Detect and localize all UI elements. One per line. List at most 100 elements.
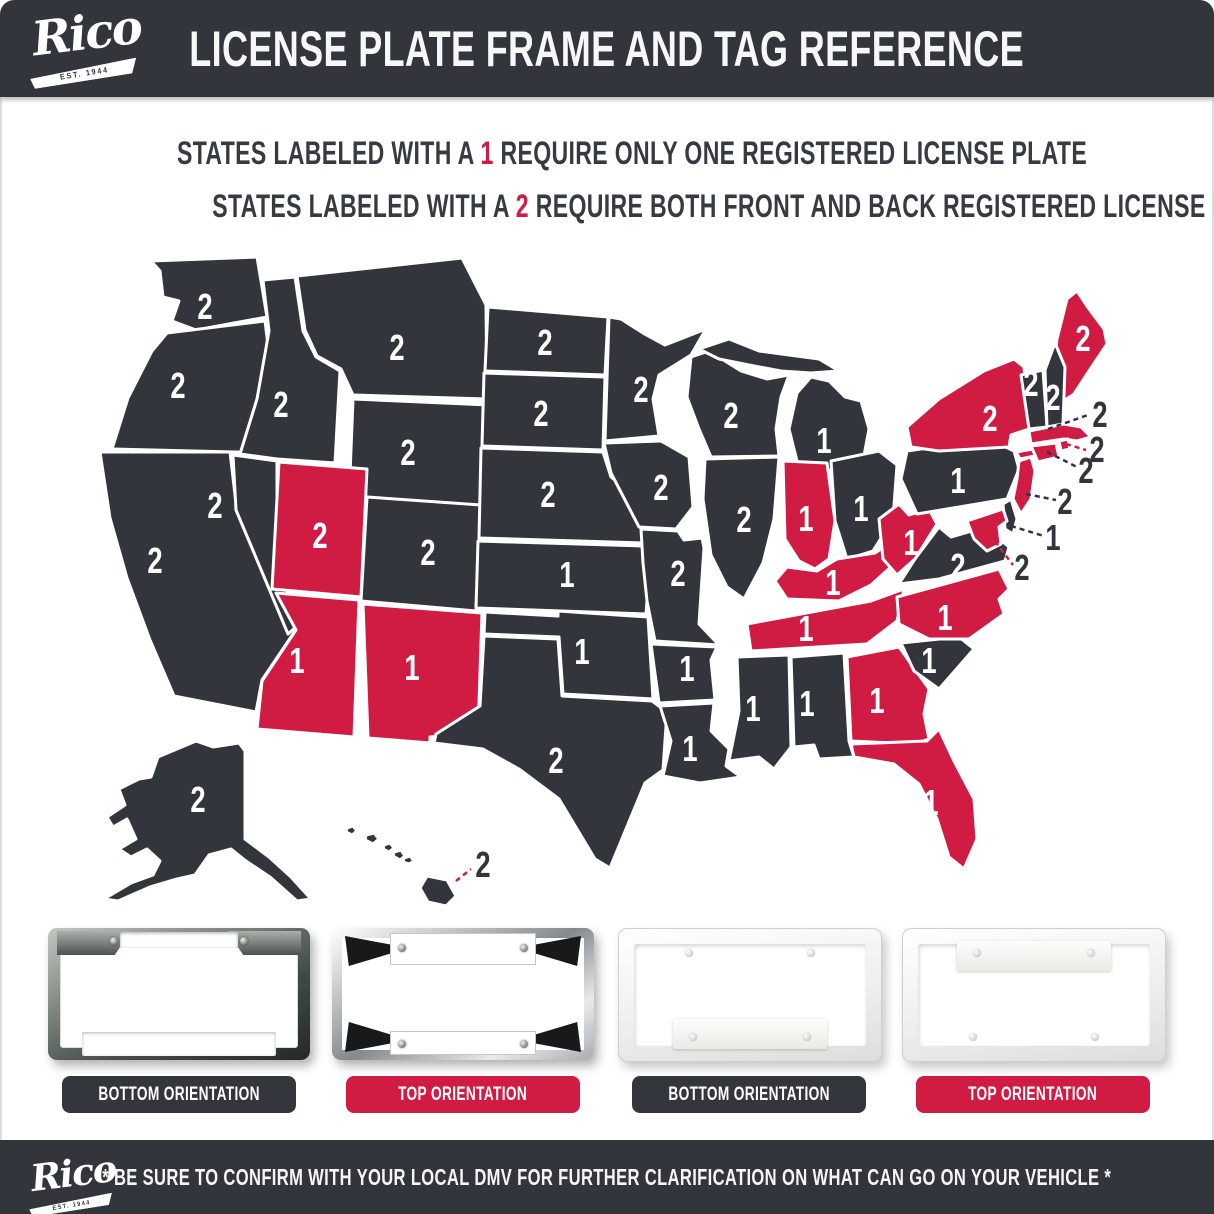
frame-label-4-text: TOP ORIENTATION	[968, 1083, 1098, 1105]
frame-label-2-text: TOP ORIENTATION	[398, 1083, 528, 1105]
rico-logo-est: EST. 1944	[58, 65, 110, 82]
frame-label-3: BOTTOM ORIENTATION	[632, 1076, 866, 1113]
callout-line-hawaii	[455, 868, 472, 882]
plate-count-arkansas: 1	[679, 648, 694, 689]
chrome-frame-top-orientation-image	[332, 928, 594, 1060]
dmv-disclaimer: * BE SURE TO CONFIRM WITH YOUR LOCAL DMV…	[0, 1164, 1214, 1191]
screw-icon	[807, 949, 815, 957]
legend-line-2-number: 2	[515, 188, 529, 224]
plate-count-new-york: 2	[982, 398, 997, 439]
plate-count-california: 2	[147, 540, 162, 581]
gunmetal-frame-bottom-orientation-image	[48, 928, 310, 1060]
screw-icon	[1091, 1033, 1099, 1041]
plate-count-montana: 2	[389, 327, 404, 368]
white-frame-bottom-orientation-image	[618, 928, 882, 1062]
frame-example-2: TOP ORIENTATION	[332, 928, 594, 1118]
legend-line-1-post: REQUIRE ONLY ONE REGISTERED LICENSE PLAT…	[493, 135, 1088, 171]
plate-count-north-carolina: 1	[937, 597, 952, 638]
state-north-dakota	[483, 305, 610, 377]
plate-count-oregon: 2	[170, 365, 185, 406]
plate-count-rhode-island: 2	[1089, 429, 1104, 470]
frame-top-panel	[957, 941, 1111, 971]
state-michigan	[697, 337, 871, 473]
screw-icon	[969, 1033, 977, 1041]
state-louisiana	[658, 701, 743, 785]
screw-icon	[398, 944, 406, 952]
screw-icon	[240, 937, 248, 945]
callout-line-massachusetts	[1047, 413, 1089, 431]
legend-line-1: STATES LABELED WITH A 1 REQUIRE ONLY ONE…	[0, 127, 1214, 180]
legend-line-2-pre: STATES LABELED WITH A	[212, 188, 516, 224]
frame-label-3-text: BOTTOM ORIENTATION	[668, 1083, 830, 1105]
dmv-disclaimer-text: * BE SURE TO CONFIRM WITH YOUR LOCAL DMV…	[102, 1163, 1112, 1190]
legend: STATES LABELED WITH A 1 REQUIRE ONLY ONE…	[0, 127, 1214, 233]
frame-example-3: BOTTOM ORIENTATION	[618, 928, 882, 1118]
plate-count-vermont: 2	[1023, 363, 1038, 404]
plate-count-minnesota: 2	[633, 369, 648, 410]
plate-count-new-mexico: 1	[404, 647, 419, 688]
plate-count-alabama: 1	[799, 683, 814, 724]
state-massachusetts	[1027, 422, 1093, 446]
plate-count-kentucky: 1	[825, 562, 840, 603]
white-frame-top-orientation-image	[902, 928, 1166, 1062]
frame-bottom-panel	[673, 1019, 827, 1049]
plate-count-oklahoma: 1	[574, 631, 589, 672]
plate-count-south-carolina: 1	[921, 640, 936, 681]
frame-label-1-text: BOTTOM ORIENTATION	[98, 1083, 260, 1105]
state-tennessee	[745, 587, 906, 653]
frame-label-2: TOP ORIENTATION	[346, 1076, 580, 1113]
plate-count-massachusetts: 2	[1092, 394, 1107, 435]
screw-icon	[1087, 949, 1095, 957]
frame-bottom-strip	[390, 1031, 536, 1055]
callout-line-maryland	[983, 526, 1014, 566]
plate-count-virginia: 2	[950, 546, 965, 587]
plate-count-maryland: 2	[1014, 547, 1029, 588]
frame-opening	[60, 940, 298, 1048]
plate-count-utah: 2	[312, 515, 327, 556]
state-colorado	[359, 495, 483, 613]
plate-count-alaska: 2	[190, 779, 205, 820]
screw-icon	[973, 949, 981, 957]
plate-count-ohio: 1	[853, 488, 868, 529]
plate-count-colorado: 2	[420, 532, 435, 573]
plate-count-arizona: 1	[289, 640, 304, 681]
frame-top-strip	[120, 932, 238, 948]
plate-count-idaho: 2	[273, 384, 288, 425]
screw-icon	[520, 944, 528, 952]
state-florida	[849, 727, 979, 871]
state-idaho	[238, 275, 342, 465]
state-south-dakota	[480, 371, 607, 452]
plate-count-north-dakota: 2	[537, 322, 552, 363]
frame-top-strip	[390, 933, 536, 965]
plate-count-hawaii: 2	[475, 844, 490, 885]
state-oklahoma	[482, 609, 655, 701]
plate-count-connecticut: 2	[1078, 450, 1093, 491]
state-illinois	[701, 455, 781, 601]
legend-line-2: STATES LABELED WITH A 2 REQUIRE BOTH FRO…	[0, 180, 1214, 233]
state-minnesota	[603, 315, 708, 443]
legend-line-2-post: REQUIRE BOTH FRONT AND BACK REGISTERED L…	[535, 188, 1214, 224]
state-missouri	[639, 527, 721, 647]
plate-count-illinois: 2	[736, 499, 751, 540]
screw-icon	[685, 949, 693, 957]
state-washington	[149, 255, 269, 332]
plate-count-nevada: 2	[207, 485, 222, 526]
plate-count-delaware: 1	[1045, 517, 1060, 558]
state-rhode-island	[1057, 437, 1072, 453]
state-arkansas	[649, 642, 719, 705]
frame-example-1: BOTTOM ORIENTATION	[48, 928, 310, 1118]
plate-count-michigan: 1	[816, 420, 831, 461]
screw-icon	[803, 1033, 811, 1041]
state-arizona	[255, 591, 361, 739]
state-west-virginia	[877, 502, 939, 577]
plate-count-missouri: 2	[670, 553, 685, 594]
plate-count-florida: 1	[923, 782, 938, 823]
state-alaska	[102, 739, 313, 903]
plate-count-new-hampshire: 2	[1045, 377, 1060, 418]
plate-count-wisconsin: 2	[723, 395, 738, 436]
frame-label-4: TOP ORIENTATION	[916, 1076, 1150, 1113]
page-title-text: LICENSE PLATE FRAME AND TAG REFERENCE	[189, 20, 1025, 77]
state-montana	[295, 256, 489, 401]
